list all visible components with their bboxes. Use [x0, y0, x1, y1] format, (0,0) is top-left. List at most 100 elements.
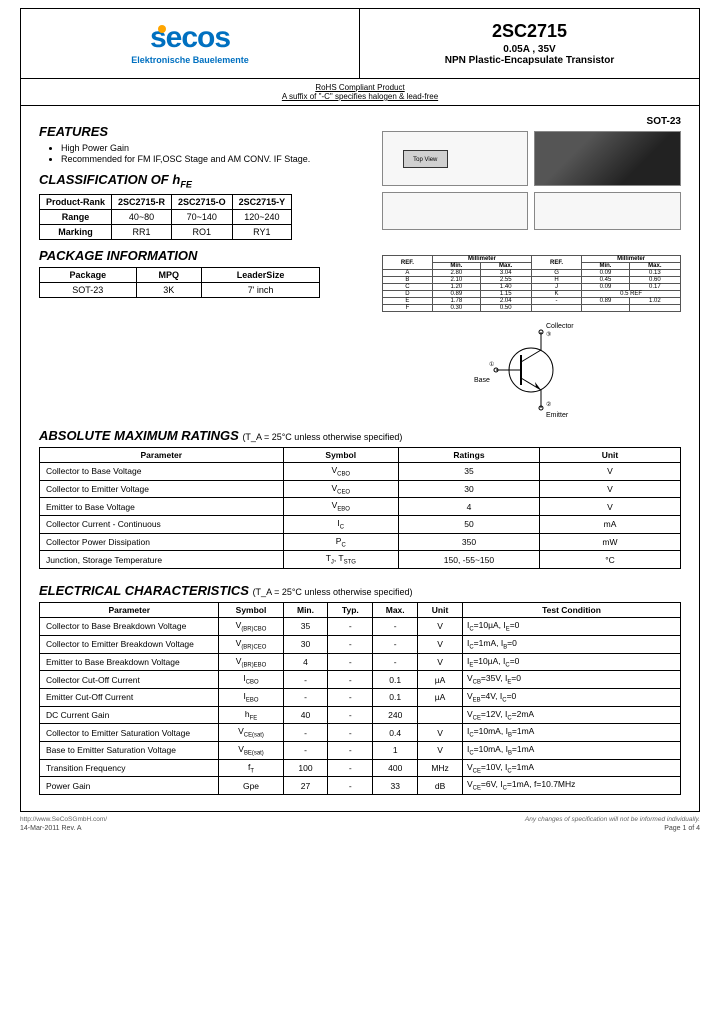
footer-page: Page 1 of 4 — [664, 825, 700, 832]
th: Min. — [582, 263, 630, 270]
amr-condition: (T_A = 25°C unless otherwise specified) — [242, 432, 402, 442]
table-row: Collector Power DissipationPC350mW — [40, 533, 681, 551]
th: Package — [40, 267, 137, 282]
ec-title-text: ELECTRICAL CHARACTERISTICS — [39, 583, 249, 598]
ec-condition: (T_A = 25°C unless otherwise specified) — [253, 587, 413, 597]
package-top-view: Top View — [382, 131, 529, 186]
ec-title: ELECTRICAL CHARACTERISTICS (T_A = 25°C u… — [39, 583, 681, 598]
table-row: Junction, Storage TemperatureTJ, TSTG150… — [40, 551, 681, 569]
th: Min. — [283, 603, 328, 618]
features-title: FEATURES — [39, 124, 370, 139]
td: RY1 — [232, 224, 292, 239]
amr-table: Parameter Symbol Ratings Unit Collector … — [39, 447, 681, 569]
td: RO1 — [172, 224, 233, 239]
td: Range — [40, 209, 112, 224]
th: 2SC2715-O — [172, 194, 233, 209]
package-front-view — [534, 192, 681, 230]
amr-title: ABSOLUTE MAXIMUM RATINGS (T_A = 25°C unl… — [39, 428, 681, 443]
header: secos Elektronische Bauelemente 2SC2715 … — [21, 9, 699, 79]
table-row: C1.201.40J0.090.17 — [382, 284, 680, 291]
th: MPQ — [136, 267, 201, 282]
table-row: Emitter to Base VoltageVEBO4V — [40, 498, 681, 516]
table-row: Collector Current - ContinuousIC50mA — [40, 516, 681, 534]
svg-text:②: ② — [546, 401, 551, 408]
rohs-line1: RoHS Compliant Product — [315, 83, 404, 92]
th: Symbol — [283, 448, 398, 463]
table-row: Product-Rank 2SC2715-R 2SC2715-O 2SC2715… — [40, 194, 292, 209]
td: 70~140 — [172, 209, 233, 224]
package-info-title: PACKAGE INFORMATION — [39, 248, 370, 263]
page-frame: secos Elektronische Bauelemente 2SC2715 … — [20, 8, 700, 812]
td: 40~80 — [112, 209, 172, 224]
logo-tagline: Elektronische Bauelemente — [33, 55, 347, 65]
header-logo-cell: secos Elektronische Bauelemente — [21, 9, 360, 78]
package-side-view — [382, 192, 529, 230]
table-row: Collector to Base VoltageVCBO35V — [40, 463, 681, 481]
part-type: NPN Plastic-Encapsulate Transistor — [372, 55, 687, 66]
header-part-cell: 2SC2715 0.05A , 35V NPN Plastic-Encapsul… — [360, 9, 699, 78]
base-label: Base — [474, 377, 490, 384]
th: Max. — [373, 603, 418, 618]
th: Typ. — [328, 603, 373, 618]
footer: 14-Mar-2011 Rev. A Page 1 of 4 — [20, 825, 700, 832]
ec-table: Parameter Symbol Min. Typ. Max. Unit Tes… — [39, 602, 681, 795]
footer-top: http://www.SeCoSGmbH.com/ Any changes of… — [20, 816, 700, 823]
table-row: Parameter Symbol Ratings Unit — [40, 448, 681, 463]
classification-table: Product-Rank 2SC2715-R 2SC2715-O 2SC2715… — [39, 194, 292, 240]
table-row: Marking RR1 RO1 RY1 — [40, 224, 292, 239]
table-row: Parameter Symbol Min. Typ. Max. Unit Tes… — [40, 603, 681, 618]
classification-title: CLASSIFICATION OF hFE — [39, 172, 370, 190]
th: Max. — [480, 263, 531, 270]
th: REF. — [382, 256, 432, 270]
table-row: Collector to Emitter Saturation VoltageV… — [40, 724, 681, 742]
th: Max. — [629, 263, 680, 270]
package-label: SOT-23 — [382, 116, 681, 127]
table-row: A2.803.04G0.090.13 — [382, 270, 680, 277]
topview-label: Top View — [403, 150, 448, 168]
table-row: Emitter Cut-Off CurrentIEBO--0.1µAVEB=4V… — [40, 688, 681, 706]
table-row: Base to Emitter Saturation VoltageVBE(sa… — [40, 741, 681, 759]
table-row: B2.102.55H0.450.60 — [382, 277, 680, 284]
table-row: Collector to Base Breakdown VoltageV(BR)… — [40, 618, 681, 636]
table-row: F0.300.50 — [382, 305, 680, 312]
part-spec: 0.05A , 35V — [372, 44, 687, 55]
svg-text:③: ③ — [546, 331, 551, 338]
table-row: Range 40~80 70~140 120~240 — [40, 209, 292, 224]
th: Test Condition — [463, 603, 681, 618]
th: Min. — [433, 263, 481, 270]
td: 120~240 — [232, 209, 292, 224]
th: Parameter — [40, 448, 284, 463]
package-3d-view — [534, 131, 681, 186]
upper-columns: FEATURES High Power Gain Recommended for… — [39, 116, 681, 420]
class-title-sub: FE — [180, 180, 192, 190]
th: Unit — [418, 603, 463, 618]
th: LeaderSize — [202, 267, 320, 282]
th: Unit — [539, 448, 680, 463]
table-row: E1.782.04-0.891.02 — [382, 298, 680, 305]
footer-url: http://www.SeCoSGmbH.com/ — [20, 816, 107, 823]
amr-title-text: ABSOLUTE MAXIMUM RATINGS — [39, 428, 239, 443]
th: 2SC2715-R — [112, 194, 172, 209]
table-row: Collector to Emitter Breakdown VoltageV(… — [40, 635, 681, 653]
right-column: SOT-23 Top View REF. — [382, 116, 681, 420]
table-row: Package MPQ LeaderSize — [40, 267, 320, 282]
td: Marking — [40, 224, 112, 239]
diagram-row — [382, 192, 681, 230]
package-diagram: Top View — [382, 131, 681, 251]
collector-label: Collector — [546, 323, 574, 330]
th: Parameter — [40, 603, 219, 618]
rohs-notice: RoHS Compliant Product A suffix of "-C" … — [21, 79, 699, 106]
transistor-symbol: Collector Base Emitter ① ③ ② — [466, 320, 596, 420]
left-column: FEATURES High Power Gain Recommended for… — [39, 116, 370, 420]
th: Symbol — [219, 603, 283, 618]
svg-text:①: ① — [489, 361, 494, 368]
class-title-text: CLASSIFICATION OF h — [39, 172, 180, 187]
dimension-table: REF. Millimeter REF. Millimeter Min. Max… — [382, 255, 681, 312]
td: 3K — [136, 282, 201, 297]
td: SOT-23 — [40, 282, 137, 297]
th: 2SC2715-Y — [232, 194, 292, 209]
table-row: Power GainGpe27-33dBVCE=6V, IC=1mA, f=10… — [40, 777, 681, 795]
features-list: High Power Gain Recommended for FM IF,OS… — [39, 143, 370, 164]
table-row: Emitter to Base Breakdown VoltageV(BR)EB… — [40, 653, 681, 671]
th: Millimeter — [433, 256, 532, 263]
